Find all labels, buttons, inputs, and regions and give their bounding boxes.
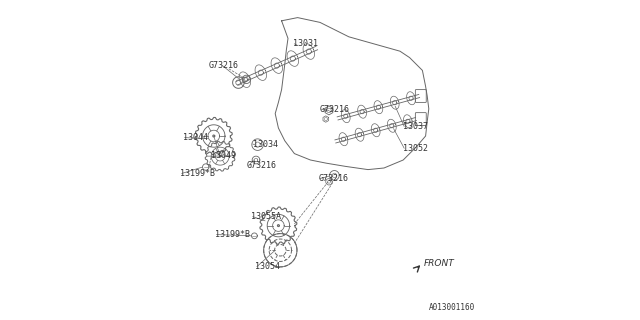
Text: A013001160: A013001160: [429, 303, 475, 312]
Text: FRONT: FRONT: [424, 259, 455, 268]
Text: 13052: 13052: [403, 144, 428, 153]
Text: 13034: 13034: [253, 140, 278, 149]
Text: 13199*B: 13199*B: [180, 169, 215, 178]
Polygon shape: [273, 220, 284, 231]
Text: 13054: 13054: [255, 262, 280, 271]
Text: 13037: 13037: [403, 122, 428, 131]
Polygon shape: [208, 130, 220, 142]
Text: G73216: G73216: [319, 174, 348, 183]
Text: 13044: 13044: [183, 133, 208, 142]
Text: 13049: 13049: [211, 151, 236, 160]
Polygon shape: [216, 151, 225, 161]
Text: 13199*B: 13199*B: [215, 230, 250, 239]
Text: G73216: G73216: [320, 105, 350, 114]
Text: 13031: 13031: [292, 39, 318, 48]
Text: G73216: G73216: [247, 161, 277, 170]
Text: 13055A: 13055A: [251, 212, 281, 221]
Text: G73216: G73216: [209, 61, 239, 70]
